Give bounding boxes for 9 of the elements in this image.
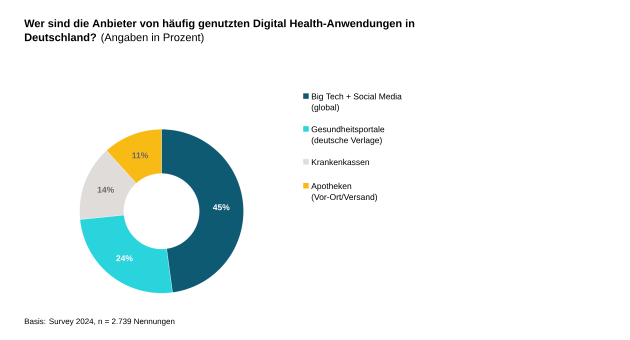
chart-title: Wer sind die Anbieter von häufig genutzten Digital Health-Anwendungen in Deutschland? (Angaben in Prozent) <box>24 19 414 44</box>
data-label: 24% <box>116 255 133 262</box>
data-label: 11% <box>132 152 148 158</box>
data-label: 14% <box>98 186 114 193</box>
legend-label: Gesundheitsportale (deutsche Verlage) <box>312 126 384 145</box>
data-label: 45% <box>212 204 230 210</box>
legend-label: Krankenkassen <box>312 158 370 166</box>
legend-label: Apotheken (Vor-Ort/Versand) <box>311 182 378 202</box>
legend-label: Big Tech + Social Media (global) <box>312 93 402 112</box>
